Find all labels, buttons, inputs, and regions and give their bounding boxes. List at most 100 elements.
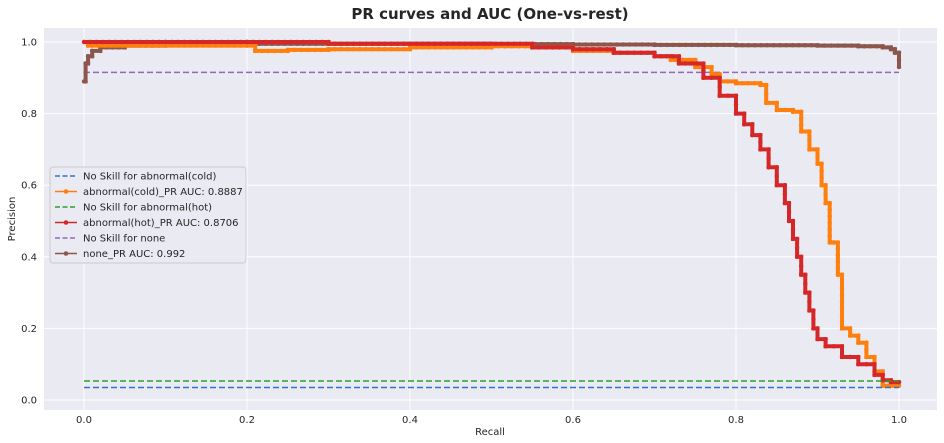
data-point [746,43,751,48]
legend-item: abnormal(hot)_PR AUC: 0.8706 [55,218,239,229]
data-point [295,39,300,45]
data-point [782,200,788,206]
data-point [420,45,425,50]
data-point [827,200,832,206]
data-point [313,39,319,45]
data-point [823,200,828,206]
data-point [169,39,174,45]
data-point [83,79,88,84]
data-point [458,45,463,50]
tick-labels: 0.0 0.2 0.4 0.6 0.8 1.0 0.0 0.2 0.4 0.6 0.8 1.0 [21,38,907,427]
data-point [701,68,706,73]
data-point [811,326,816,331]
legend-label: No Skill for abnormal(cold) [83,172,217,183]
data-point [896,57,902,63]
data-point [577,42,582,47]
data-point [614,42,620,47]
data-point [589,42,594,47]
data-point [764,91,769,97]
data-point [782,183,788,188]
legend-marker [63,220,69,225]
data-point [786,209,792,215]
legend-label: abnormal(cold)_PR AUC: 0.8887 [83,187,243,198]
data-point [645,50,650,55]
data-point [864,362,869,367]
data-point [269,39,275,45]
data-point [695,61,700,66]
data-point [799,122,804,128]
data-point [483,45,488,50]
data-point [782,192,788,197]
data-point [702,42,707,48]
data-point [774,107,779,113]
data-point [646,42,651,47]
data-point [892,50,898,55]
data-point [896,50,902,55]
data-point [896,64,902,70]
data-point [301,39,306,45]
data-point [670,54,675,59]
data-point [106,39,112,45]
data-point [671,42,676,48]
data-point [839,299,845,304]
data-point [382,41,388,46]
data-point [856,362,861,367]
data-point [476,45,482,50]
data-point [266,48,271,54]
data-point [259,48,264,54]
data-point [701,75,706,81]
data-point [188,39,193,45]
data-point [144,39,149,45]
data-point [163,43,168,48]
data-point [794,236,800,242]
y-tick-label: 1.0 [21,38,37,49]
y-tick-label: 0.6 [21,181,37,192]
data-point [815,147,820,152]
data-point [823,192,828,197]
data-point [639,42,645,47]
data-point [807,290,812,295]
data-point [382,47,388,52]
data-point [602,42,607,47]
data-point [815,161,820,166]
data-point [701,61,706,66]
data-point [827,227,832,232]
data-point [401,47,406,52]
data-point [847,326,853,331]
data-point [627,42,632,47]
data-point [413,41,419,46]
data-point [345,41,350,46]
data-point [401,41,406,46]
data-point [823,336,828,342]
data-point [557,45,562,50]
data-point [765,43,770,48]
data-point [552,41,557,47]
data-point [145,43,150,48]
data-point [819,168,824,174]
data-point [345,47,350,52]
data-point [150,39,156,45]
data-point [132,39,137,45]
data-point [426,41,431,46]
data-point [807,138,812,143]
data-point [438,41,443,46]
data-point [782,107,788,113]
data-point [530,41,535,46]
data-point [338,41,344,46]
legend: No Skill for abnormal(cold) abnormal(cold… [49,166,247,264]
data-point [790,109,796,115]
data-point [807,299,812,304]
data-point [481,41,486,46]
data-point [693,57,698,63]
data-point [598,47,603,52]
data-point [658,42,663,48]
data-point [407,45,413,50]
data-point [839,306,845,311]
data-point [523,41,529,46]
data-point [664,54,669,59]
data-point [880,45,885,50]
data-point [370,41,375,46]
data-point [839,326,845,331]
data-point [794,245,800,250]
legend-item: No Skill for abnormal(hot) [55,203,212,214]
